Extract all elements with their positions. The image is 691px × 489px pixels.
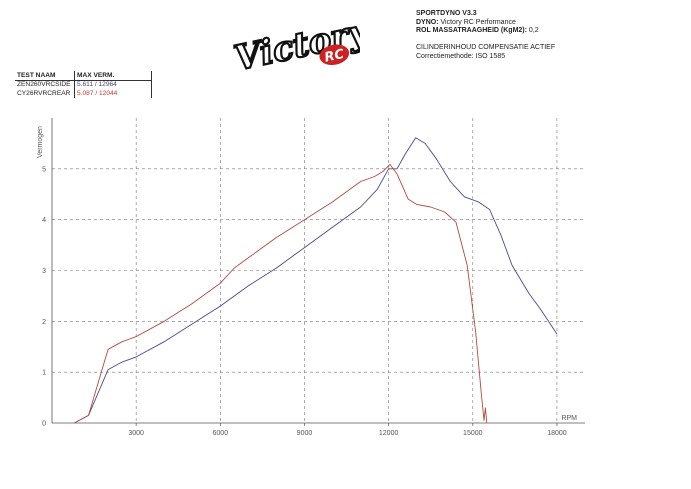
series-line-zen260vrcside — [74, 137, 558, 424]
victory-rc-logo: Victory RC — [230, 18, 360, 80]
y-tick-label: 5 — [42, 166, 46, 173]
x-tick-label: 15000 — [463, 430, 483, 437]
dyno-line: DYNO: Victory RC Performance — [416, 19, 555, 28]
logo-badge-shape — [319, 44, 350, 66]
legend-row: ZEN260VRCSIDE 5.611 / 12964 — [15, 80, 152, 90]
x-tick-label: 3000 — [128, 430, 144, 437]
inertia-line: ROL MASSATRAAGHEID (KgM2): 0,2 — [416, 27, 555, 36]
legend-test-name: ZEN260VRCSIDE — [15, 80, 75, 90]
x-axis-label: RPM — [561, 415, 577, 422]
y-tick-label: 2 — [42, 319, 46, 326]
y-tick-label: 4 — [42, 217, 46, 224]
correction-method: Correctiemethode: ISO 1585 — [416, 52, 506, 60]
dyno-label: DYNO: — [416, 18, 439, 26]
x-tick-label: 18000 — [547, 430, 567, 437]
test-legend-table: TEST NAAM MAX VERM. ZEN260VRCSIDE 5.611 … — [15, 71, 152, 98]
y-tick-label: 3 — [42, 268, 46, 275]
inertia-value: 0,2 — [528, 27, 539, 35]
software-version: SPORTDYNO V3.3 — [416, 10, 477, 17]
chart-labels: 0 1 2 3 4 5 3000 6000 9000 12000 15000 18000 RPM Verm… — [37, 126, 577, 437]
y-axis-label: Vermogen — [37, 126, 44, 158]
x-tick-label: 6000 — [213, 430, 229, 437]
inertia-label: ROL MASSATRAAGHEID (KgM2): — [416, 27, 527, 35]
y-tick-label: 0 — [42, 421, 46, 428]
legend-test-name: CY26RVRCREAR — [15, 89, 75, 98]
y-tick-label: 1 — [42, 370, 46, 377]
legend-max-value: 5.611 / 12964 — [74, 80, 152, 90]
chart-grid — [52, 118, 585, 423]
legend-max-value: 5.087 / 12044 — [74, 89, 152, 98]
legend-header-max: MAX VERM. — [74, 71, 152, 81]
dyno-value: Victory RC Performance — [440, 18, 516, 26]
series-line-cy26rvrcrear — [74, 163, 488, 424]
chart-series — [74, 137, 558, 424]
legend-row: CY26RVRCREAR 5.087 / 12044 — [15, 89, 152, 98]
chart-axes — [51, 118, 585, 426]
logo-text-sub: RC — [323, 47, 346, 66]
test-info-block: SPORTDYNO V3.3 DYNO: Victory RC Performa… — [416, 10, 555, 62]
x-tick-label: 12000 — [379, 430, 399, 437]
legend-header-name: TEST NAAM — [15, 71, 75, 81]
x-tick-label: 9000 — [297, 430, 313, 437]
compensation-note: CILINDERINHOUD COMPENSATIE ACTIEF — [416, 44, 556, 52]
